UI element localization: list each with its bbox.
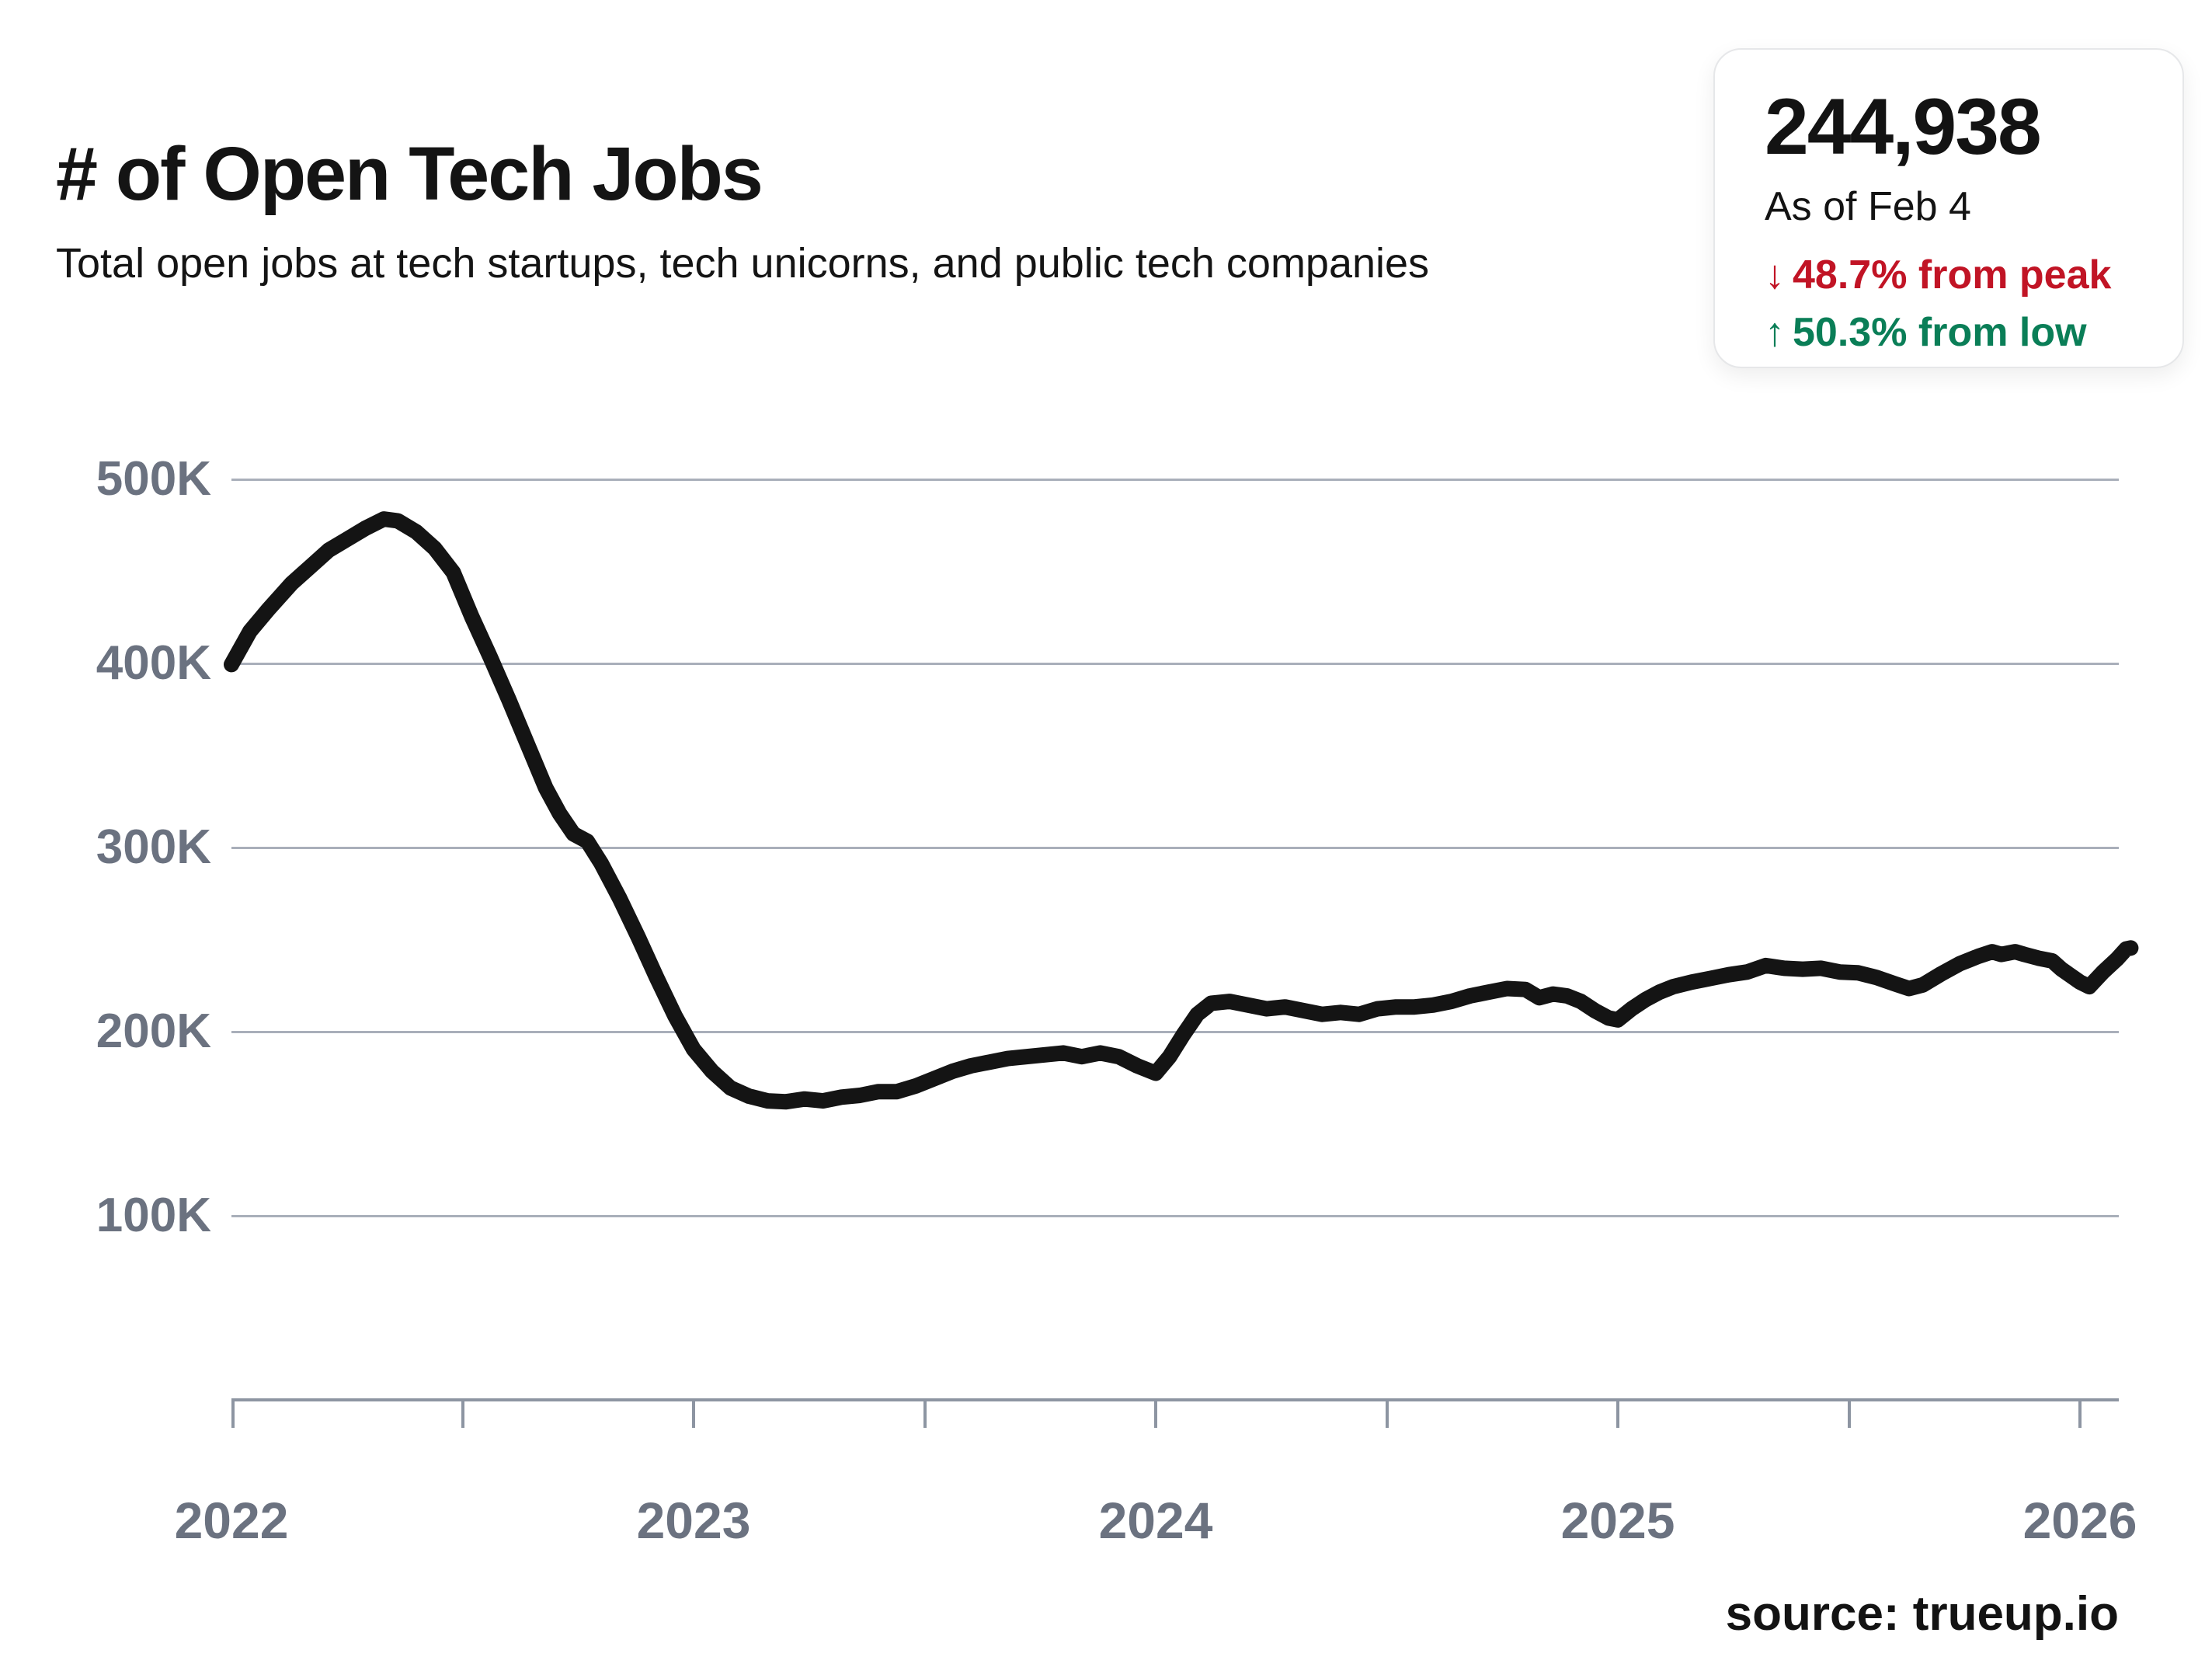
stat-from-low-label: 50.3% from low [1793,309,2087,355]
x-axis-label-2025: 2025 [1560,1492,1675,1549]
x-axis-tick-2022 [231,1400,235,1428]
x-axis-label-2023: 2023 [636,1492,751,1549]
down-arrow-icon: ↓ [1765,252,1785,298]
page-subtitle: Total open jobs at tech startups, tech u… [56,240,1430,287]
y-axis-label-400k: 400K [96,636,211,690]
stat-as-of-date: As of Feb 4 [1765,184,1971,230]
x-axis-tick-mid2024 [1386,1400,1389,1428]
stat-current-value: 244,938 [1765,82,2042,171]
x-axis-label-2022: 2022 [174,1492,289,1549]
page-title: # of Open Tech Jobs [56,131,763,216]
stat-from-low: ↑ 50.3% from low [1765,310,2182,357]
x-axis-label-2024: 2024 [1098,1492,1213,1549]
y-axis-label-500k: 500K [96,452,211,506]
gridline-400k [231,663,2119,665]
gridline-100k [231,1215,2119,1217]
gridline-200k [231,1031,2119,1033]
x-axis-tick-2023 [692,1400,695,1428]
x-axis-tick-2026 [2078,1400,2082,1428]
x-axis-tick-2025 [1616,1400,1619,1428]
y-axis-label-100k: 100K [96,1189,211,1242]
jobs-line-path [224,511,2139,1110]
stats-card: 244,938 As of Feb 4 ↓ 48.7% from peak ↑ 50… [1713,48,2184,368]
gridline-500k [231,479,2119,481]
x-axis-line [231,1398,2119,1401]
source-credit: source: trueup.io [1725,1587,2119,1641]
y-axis-label-200k: 200K [96,1004,211,1058]
y-axis-label-300k: 300K [96,820,211,874]
gridline-300k [231,847,2119,849]
x-axis-tick-mid2025 [1848,1400,1851,1428]
stat-from-peak: ↓ 48.7% from peak [1765,252,2182,299]
up-arrow-icon: ↑ [1765,309,1785,355]
stat-from-peak-label: 48.7% from peak [1793,252,2112,298]
x-axis-label-2026: 2026 [2022,1492,2137,1549]
x-axis-tick-mid2022 [461,1400,464,1428]
x-axis-tick-2024 [1154,1400,1157,1428]
x-axis-tick-mid2023 [923,1400,927,1428]
